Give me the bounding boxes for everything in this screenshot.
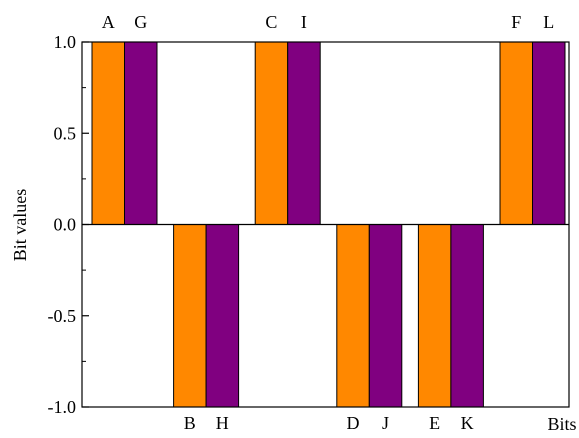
- bar-label-H: H: [216, 413, 229, 433]
- bar-D: [336, 224, 370, 408]
- y-axis-ticks: 1.0 0.5 0.0 -0.5 -1.0: [48, 32, 89, 417]
- bar-label-A: A: [102, 12, 115, 32]
- y-tick-label: -0.5: [48, 306, 77, 326]
- bar-L: [532, 41, 566, 225]
- y-axis-title: Bit values: [10, 189, 30, 262]
- bar-label-J: J: [382, 413, 389, 433]
- y-tick-label: 0.0: [54, 215, 77, 235]
- bar-label-C: C: [265, 12, 277, 32]
- bar-label-E: E: [429, 413, 440, 433]
- bar-C: [254, 41, 289, 225]
- bar-G: [124, 41, 158, 225]
- bar-F: [499, 41, 533, 225]
- x-axis-title: Bits: [547, 414, 576, 434]
- bar-label-I: I: [301, 12, 307, 32]
- bar-B: [173, 224, 207, 408]
- y-tick-label: -1.0: [48, 397, 77, 417]
- bar-K: [450, 224, 484, 408]
- bars-layer: A G B H C I D J E K F L: [91, 12, 566, 433]
- bar-label-L: L: [543, 12, 554, 32]
- bar-A: [91, 41, 125, 225]
- bar-label-K: K: [461, 413, 474, 433]
- bar-label-D: D: [347, 413, 360, 433]
- bar-label-F: F: [511, 12, 521, 32]
- bar-H: [205, 224, 240, 408]
- bar-I: [287, 41, 321, 225]
- y-tick-label: 1.0: [54, 32, 77, 52]
- y-tick-label: 0.5: [54, 123, 77, 143]
- bar-label-G: G: [134, 12, 147, 32]
- bar-E: [417, 224, 452, 408]
- bar-label-B: B: [184, 413, 196, 433]
- bar-J: [368, 224, 403, 408]
